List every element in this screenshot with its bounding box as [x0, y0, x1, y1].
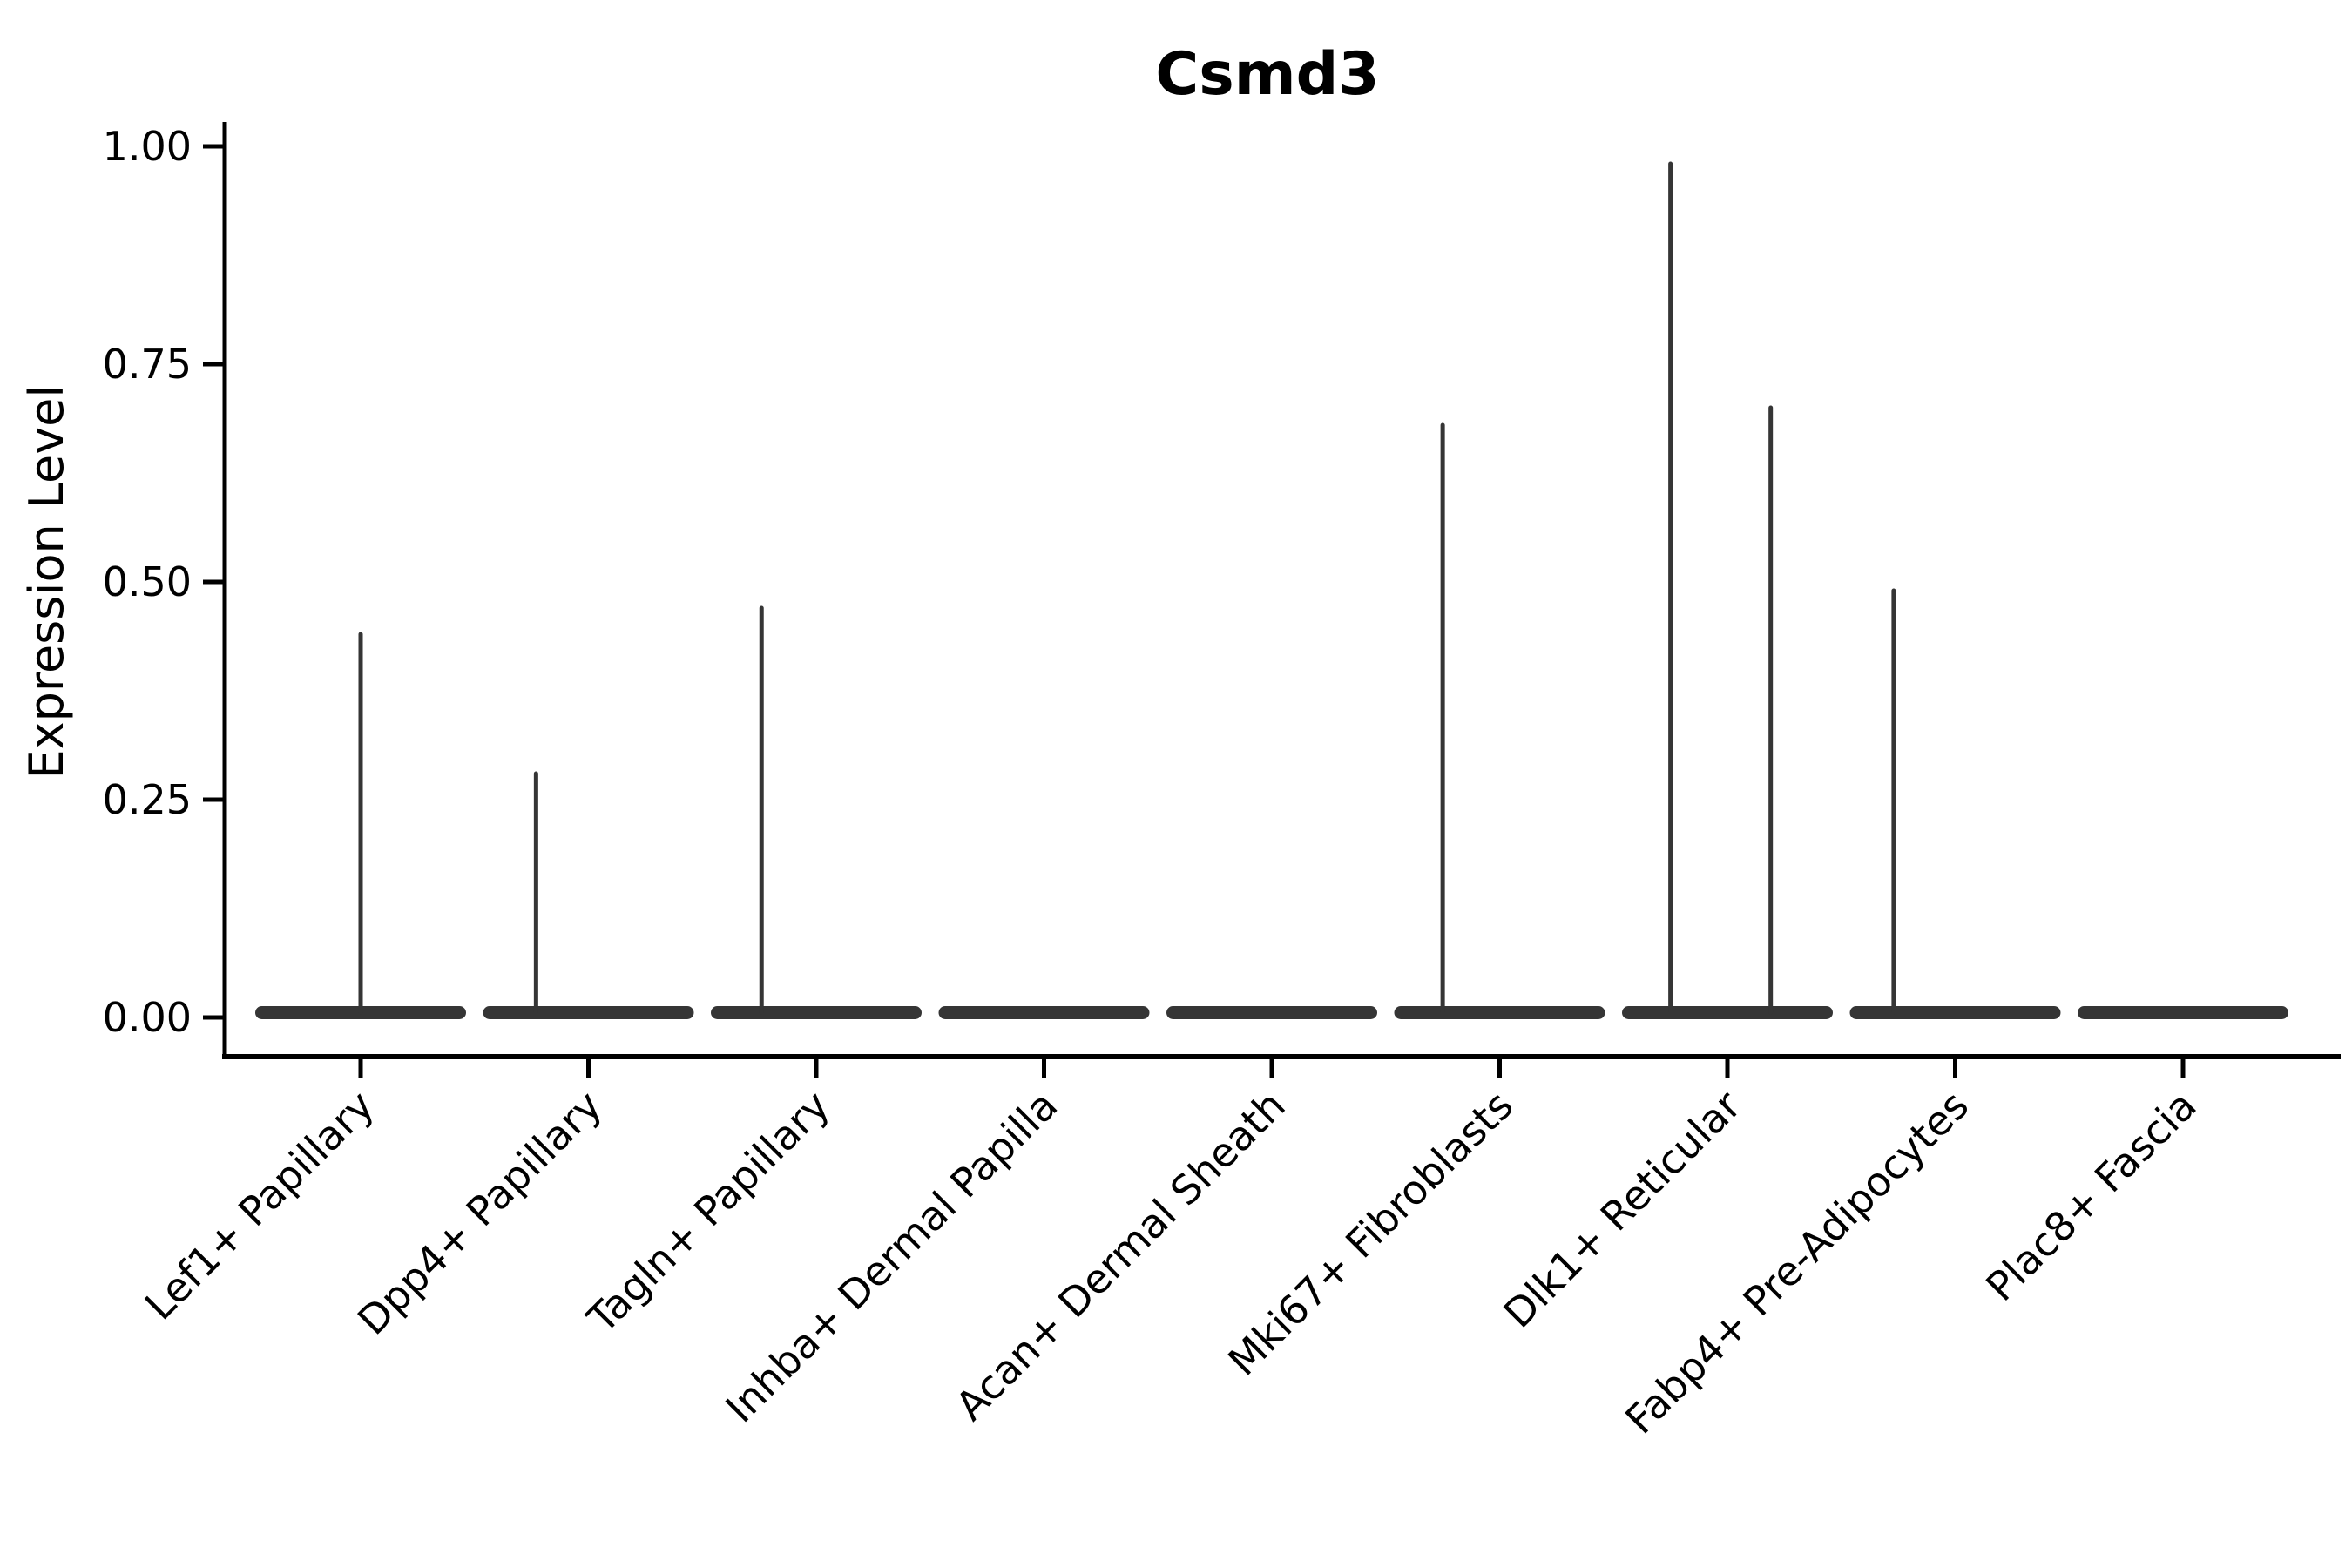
y-tick-label: 1.00: [103, 123, 192, 170]
y-tick-labels: 1.00 0.75 0.50 0.25 0.00: [103, 123, 192, 1041]
y-ticks: [203, 144, 225, 1020]
x-axis-label: Lef1+ Papillary: [136, 1082, 383, 1329]
violin-body: [483, 1006, 694, 1019]
x-axis-label: Plac8+ Fascia: [1977, 1082, 2205, 1310]
y-tick-label: 0.00: [103, 994, 192, 1041]
violin-body: [1849, 1006, 2061, 1019]
violin-body: [938, 1006, 1150, 1019]
violin-body: [2078, 1006, 2288, 1019]
y-tick-label: 0.75: [103, 341, 192, 388]
x-axis-label: Tagln+ Papillary: [578, 1082, 839, 1343]
x-axis-label: Dlk1+ Reticular: [1495, 1082, 1750, 1337]
violin-body: [711, 1006, 922, 1019]
violin-body: [1166, 1006, 1377, 1019]
y-tick-label: 0.50: [103, 558, 192, 605]
violins: [255, 161, 2288, 1019]
x-axis-label: Dpp4+ Papillary: [348, 1082, 611, 1344]
y-axis-title: Expression Level: [19, 385, 74, 780]
y-tick-label: 0.25: [103, 776, 192, 823]
chart-title: Csmd3: [1155, 40, 1379, 109]
violin-body: [1394, 1006, 1605, 1019]
x-ticks: [358, 1057, 2186, 1078]
violin-body: [1622, 1006, 1833, 1019]
